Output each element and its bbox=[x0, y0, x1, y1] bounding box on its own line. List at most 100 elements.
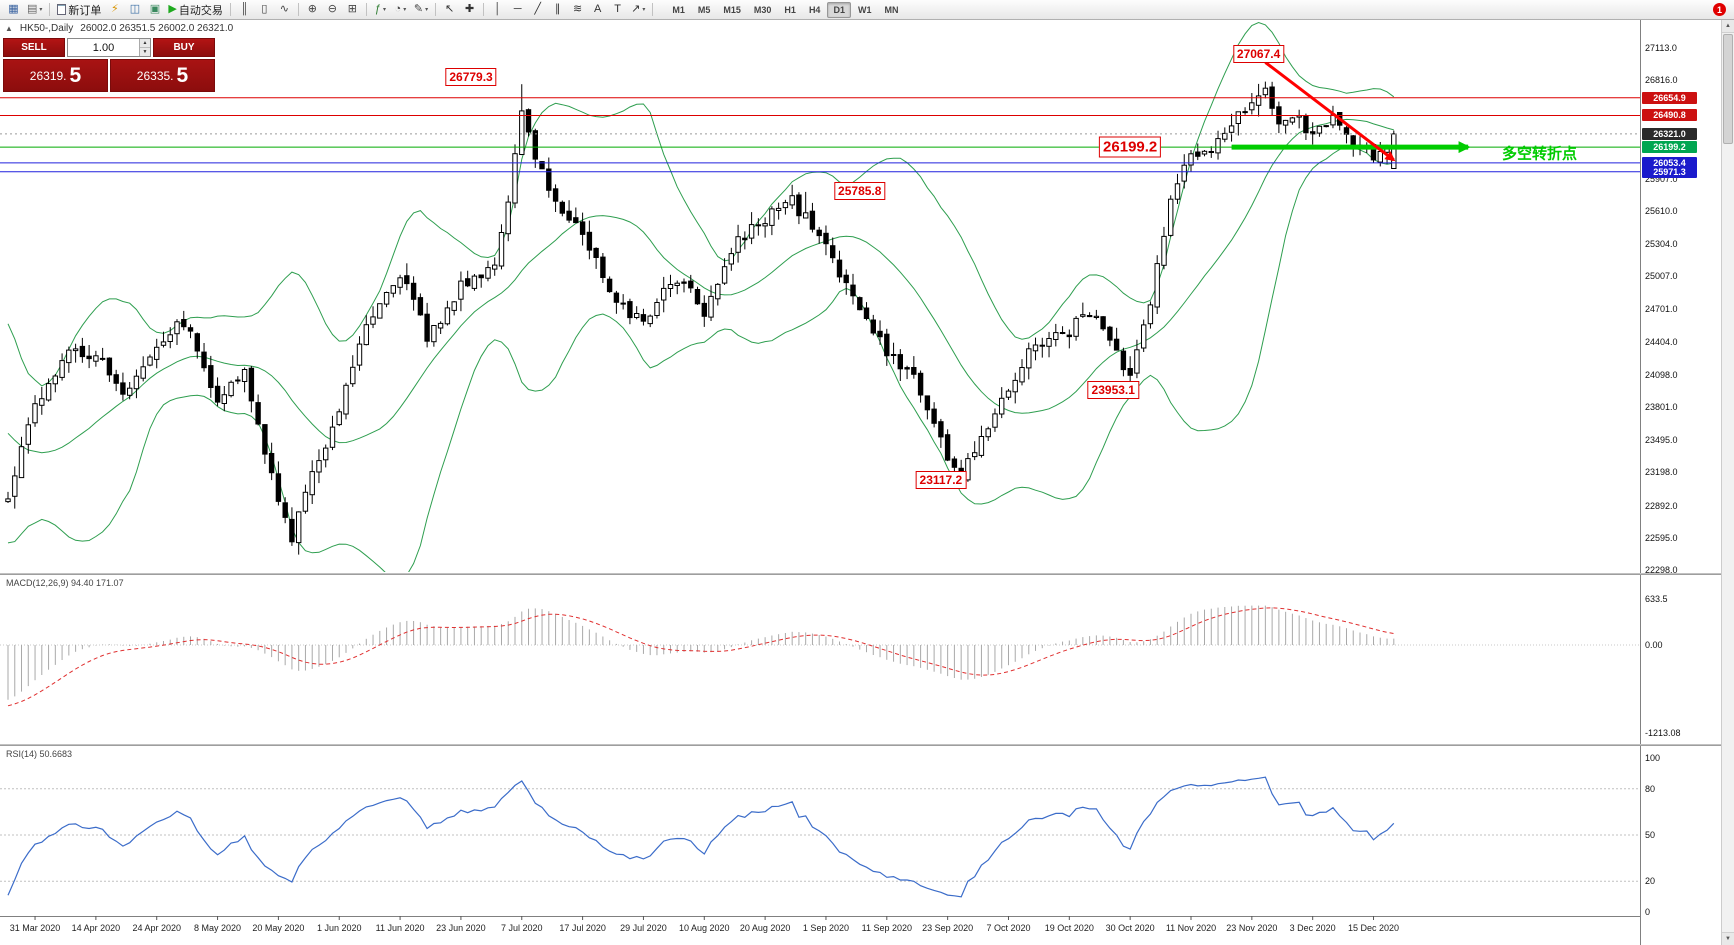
price-tag: 26199.2 bbox=[1642, 141, 1697, 153]
candles-layer bbox=[5, 81, 1397, 555]
sell-button[interactable]: SELL bbox=[3, 38, 65, 57]
turning-point-text[interactable]: 多空转折点 bbox=[1501, 145, 1577, 163]
market-watch-icon[interactable]: ◫ bbox=[125, 1, 144, 18]
navigator-icon[interactable]: ▣ bbox=[145, 1, 164, 18]
cursor-icon[interactable]: ↖ bbox=[440, 1, 459, 18]
expert-advisors-icon[interactable]: ⚡ bbox=[105, 1, 124, 18]
price-axis-label: 25610.0 bbox=[1645, 206, 1678, 216]
templates-icon-glyph: ✎ bbox=[413, 3, 424, 15]
new-order-button[interactable]: 新订单 bbox=[54, 1, 104, 18]
volume-down-button[interactable]: ▼ bbox=[140, 48, 150, 56]
date-label: 11 Sep 2020 bbox=[861, 923, 912, 933]
indicators-icon[interactable]: ƒ ▾ bbox=[371, 1, 390, 18]
toolbar-separator bbox=[229, 3, 231, 16]
pane-splitter-macd[interactable] bbox=[0, 573, 1721, 575]
price-callout-label[interactable]: 23953.1 bbox=[1087, 381, 1139, 400]
rsi-axis-label: 20 bbox=[1645, 876, 1656, 886]
price-tag: 26654.9 bbox=[1642, 92, 1697, 104]
trendline-icon[interactable]: ╱ bbox=[528, 1, 547, 18]
buy-button[interactable]: BUY bbox=[153, 38, 215, 57]
price-axis-label: 23198.0 bbox=[1645, 467, 1678, 477]
crosshair-icon[interactable]: ✚ bbox=[460, 1, 479, 18]
symbol-period-label: HK50-,Daily bbox=[19, 23, 74, 34]
text-label-icon[interactable]: T bbox=[608, 1, 627, 18]
timeframe-m30[interactable]: M30 bbox=[753, 4, 772, 15]
volume-input[interactable] bbox=[68, 39, 139, 56]
notification-badge[interactable]: 1 bbox=[1713, 3, 1726, 16]
buy-price-main: 26335. bbox=[136, 68, 174, 83]
timeframe-w1[interactable]: W1 bbox=[857, 4, 872, 15]
fibonacci-icon[interactable]: ≋ bbox=[568, 1, 587, 18]
timeframe-m5[interactable]: M5 bbox=[697, 4, 711, 15]
timeframe-m15[interactable]: M15 bbox=[723, 4, 741, 15]
arrows-icon[interactable]: ↗ ▾ bbox=[628, 1, 648, 18]
down-move-arrow[interactable] bbox=[1264, 61, 1396, 162]
sell-price-pips: 5 bbox=[69, 64, 82, 87]
autotrading-button[interactable]: ▶ 自动交易 bbox=[165, 1, 225, 18]
vertical-scrollbar[interactable]: ▲ ▼ bbox=[1721, 20, 1734, 945]
dropdown-arrow-icon: ▾ bbox=[39, 7, 43, 13]
chart-profiles-icon[interactable]: ▤ ▾ bbox=[24, 1, 45, 18]
price-callout-label[interactable]: 26779.3 bbox=[445, 68, 497, 87]
macd-signal-line bbox=[7, 607, 1394, 707]
channel-icon[interactable]: ∥ bbox=[548, 1, 567, 18]
price-callout-label[interactable]: 25785.8 bbox=[834, 182, 886, 201]
volume-up-button[interactable]: ▲ bbox=[140, 39, 150, 48]
price-callout-label[interactable]: 27067.4 bbox=[1232, 44, 1285, 63]
price-axis-label: 25007.0 bbox=[1645, 271, 1678, 281]
line-chart-icon[interactable]: ∿ bbox=[275, 1, 294, 18]
one-click-collapse-icon[interactable]: ▲ bbox=[5, 24, 13, 33]
buy-price[interactable]: 26335. 5 bbox=[110, 59, 215, 92]
bar-chart-icon-glyph: ║ bbox=[240, 3, 249, 15]
price-callout-label[interactable]: 23117.2 bbox=[915, 471, 967, 490]
rsi-line bbox=[7, 776, 1395, 898]
date-label: 8 May 2020 bbox=[194, 923, 242, 933]
scroll-down-button[interactable]: ▼ bbox=[1722, 932, 1734, 945]
candlestick-chart-icon[interactable]: ▯ bbox=[255, 1, 274, 18]
price-callout-label[interactable]: 26199.2 bbox=[1099, 136, 1162, 158]
rsi-axis-label: 80 bbox=[1645, 784, 1656, 794]
date-label: 23 Sep 2020 bbox=[922, 923, 974, 933]
timeframe-m1[interactable]: M1 bbox=[672, 4, 685, 15]
vertical-line-icon-glyph: │ bbox=[494, 3, 502, 15]
price-axis-label: 26816.0 bbox=[1645, 75, 1678, 85]
one-click-trading-panel: SELL ▲ ▼ BUY 26319. 5 26335. 5 bbox=[3, 38, 215, 92]
price-axis-separator bbox=[1640, 20, 1641, 945]
templates-icon[interactable]: ✎ ▾ bbox=[411, 1, 431, 18]
timeframe-d1[interactable]: D1 bbox=[827, 1, 851, 18]
hline-objects[interactable] bbox=[0, 61, 1640, 173]
vertical-line-icon[interactable]: │ bbox=[488, 1, 507, 18]
sell-price[interactable]: 26319. 5 bbox=[3, 59, 108, 92]
ohlc-values: 26002.0 26351.5 26002.0 26321.0 bbox=[80, 23, 234, 34]
date-label: 1 Jun 2020 bbox=[316, 923, 362, 933]
toolbar-separator bbox=[365, 3, 367, 16]
bollinger-bands[interactable] bbox=[7, 21, 1395, 580]
timeframe-h4[interactable]: H4 bbox=[808, 4, 821, 15]
toolbar-button-label: 新订单 bbox=[68, 4, 102, 17]
zoom-in-icon[interactable]: ⊕ bbox=[303, 1, 322, 18]
tile-windows-icon[interactable]: ⊞ bbox=[343, 1, 362, 18]
timeframe-mn[interactable]: MN bbox=[884, 4, 899, 15]
text-icon[interactable]: A bbox=[588, 1, 607, 18]
zoom-out-icon[interactable]: ⊖ bbox=[323, 1, 342, 18]
rsi-indicator-label: RSI(14) 50.6683 bbox=[6, 749, 73, 759]
periods-icon-glyph: ◔ bbox=[394, 3, 402, 15]
pane-splitter-rsi[interactable] bbox=[0, 744, 1721, 746]
new-chart-icon[interactable]: ▦ bbox=[4, 1, 23, 18]
date-axis[interactable]: 31 Mar 2020 14 Apr 2020 24 Apr 2020 8 May 2… bbox=[0, 916, 1640, 945]
periods-icon[interactable]: ◔ ▾ bbox=[391, 1, 410, 18]
price-axis[interactable]: 27113.0 26816.0 25907.0 25610.0 25304.0 25007… bbox=[1641, 20, 1721, 945]
timeframe-h1[interactable]: H1 bbox=[784, 4, 796, 15]
macd-indicator-label: MACD(12,26,9) 94.40 171.07 bbox=[6, 578, 124, 588]
new-chart-icon-glyph: ▦ bbox=[8, 3, 19, 15]
scroll-up-button[interactable]: ▲ bbox=[1722, 20, 1734, 33]
date-label: 31 Mar 2020 bbox=[9, 923, 61, 933]
rsi-axis-label: 0 bbox=[1645, 907, 1651, 917]
document-icon bbox=[57, 4, 67, 15]
bar-chart-icon[interactable]: ║ bbox=[235, 1, 254, 18]
price-chart[interactable] bbox=[0, 20, 1640, 945]
horizontal-line-icon[interactable]: ─ bbox=[508, 1, 527, 18]
scroll-thumb[interactable] bbox=[1723, 34, 1733, 144]
market-watch-icon-glyph: ◫ bbox=[129, 3, 141, 15]
